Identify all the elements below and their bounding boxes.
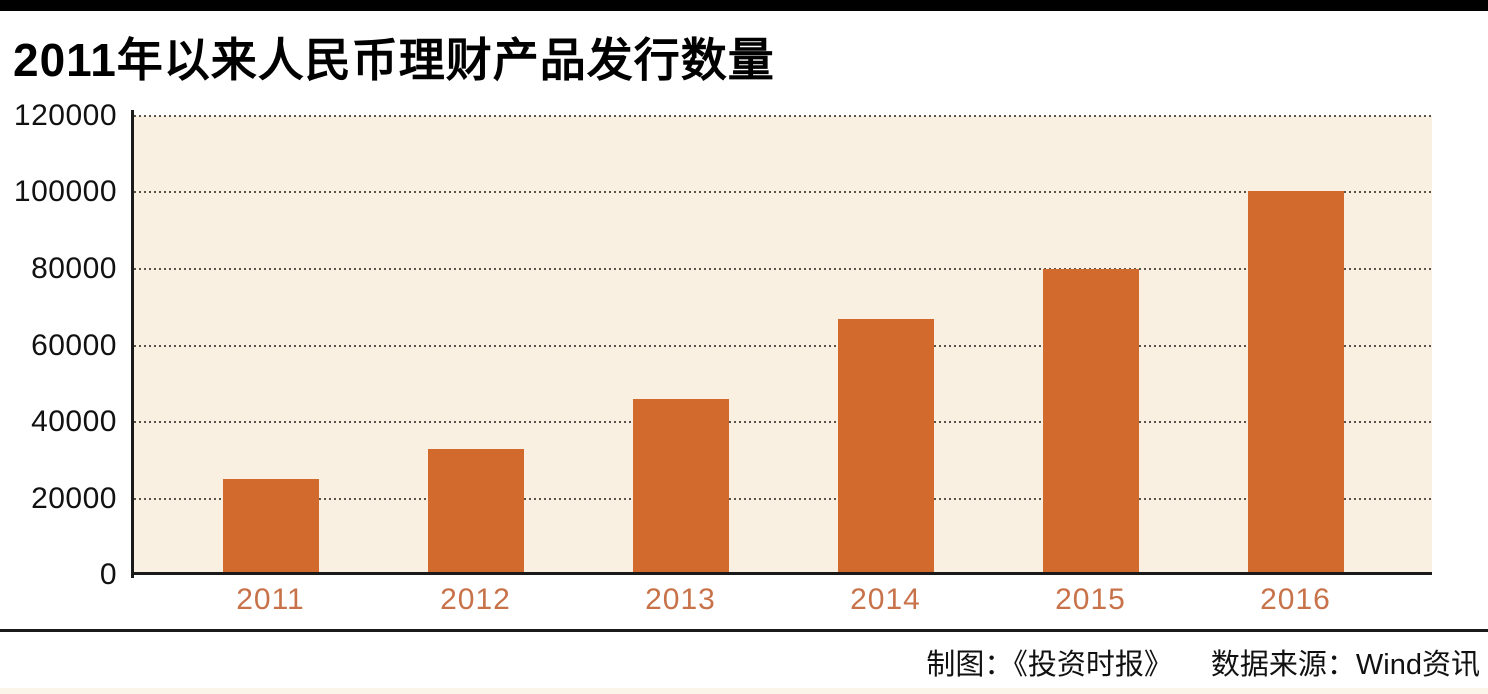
bar-slot-2013 — [578, 116, 783, 575]
gridline-20000 — [134, 497, 1432, 500]
y-tick-label-0: 0 — [99, 558, 117, 591]
footer-divider — [0, 629, 1488, 632]
y-axis: 0 20000 40000 60000 80000 100000 120000 — [0, 99, 121, 591]
bar-2015 — [1042, 269, 1139, 575]
page-title: 2011年以来人民币理财产品发行数量 — [13, 34, 775, 86]
y-axis-line — [131, 110, 134, 578]
gridline-40000 — [134, 420, 1432, 423]
y-tick-label-60000: 60000 — [31, 328, 117, 362]
bottom-strip — [0, 688, 1488, 694]
bar-slot-2014 — [783, 116, 988, 575]
y-tick-label-100000: 100000 — [13, 175, 117, 209]
x-tick-label-2012: 2012 — [440, 583, 511, 616]
bar-2016 — [1247, 190, 1344, 575]
gridline-120000 — [134, 115, 1432, 117]
gridline-80000 — [134, 267, 1432, 270]
x-tick-label-2015: 2015 — [1055, 583, 1126, 616]
bar-2014 — [837, 318, 934, 575]
gridline-60000 — [134, 344, 1432, 347]
y-tick-label-40000: 40000 — [31, 404, 117, 438]
footer: 制图：《投资时报》 数据来源：Wind资讯 — [926, 641, 1480, 683]
bar-slot-2015 — [988, 116, 1193, 575]
x-tick-label-2013: 2013 — [645, 583, 716, 616]
gridline-100000 — [134, 191, 1432, 194]
footer-source: 数据来源：Wind资讯 — [1210, 649, 1480, 681]
plot-area — [134, 115, 1432, 575]
x-tick-label-2014: 2014 — [850, 583, 921, 616]
bar-2011 — [222, 479, 319, 575]
bar-2012 — [427, 448, 524, 575]
x-axis-line — [131, 572, 1432, 575]
y-tick-label-120000: 120000 — [13, 99, 117, 132]
top-accent-bar — [0, 0, 1488, 11]
x-tick-label-2016: 2016 — [1260, 583, 1331, 616]
y-tick-label-20000: 20000 — [31, 481, 117, 515]
y-tick-label-80000: 80000 — [31, 251, 117, 285]
footer-credit: 制图：《投资时报》 — [926, 649, 1173, 681]
x-axis: 2011 2012 2013 2014 2015 2016 — [134, 583, 1432, 617]
x-tick-label-2011: 2011 — [236, 583, 305, 616]
bar-slot-2012 — [373, 116, 578, 575]
bar-2013 — [632, 399, 729, 575]
bar-slot-2016 — [1193, 116, 1398, 575]
bar-slot-2011 — [168, 116, 373, 575]
bars-layer — [134, 116, 1432, 575]
